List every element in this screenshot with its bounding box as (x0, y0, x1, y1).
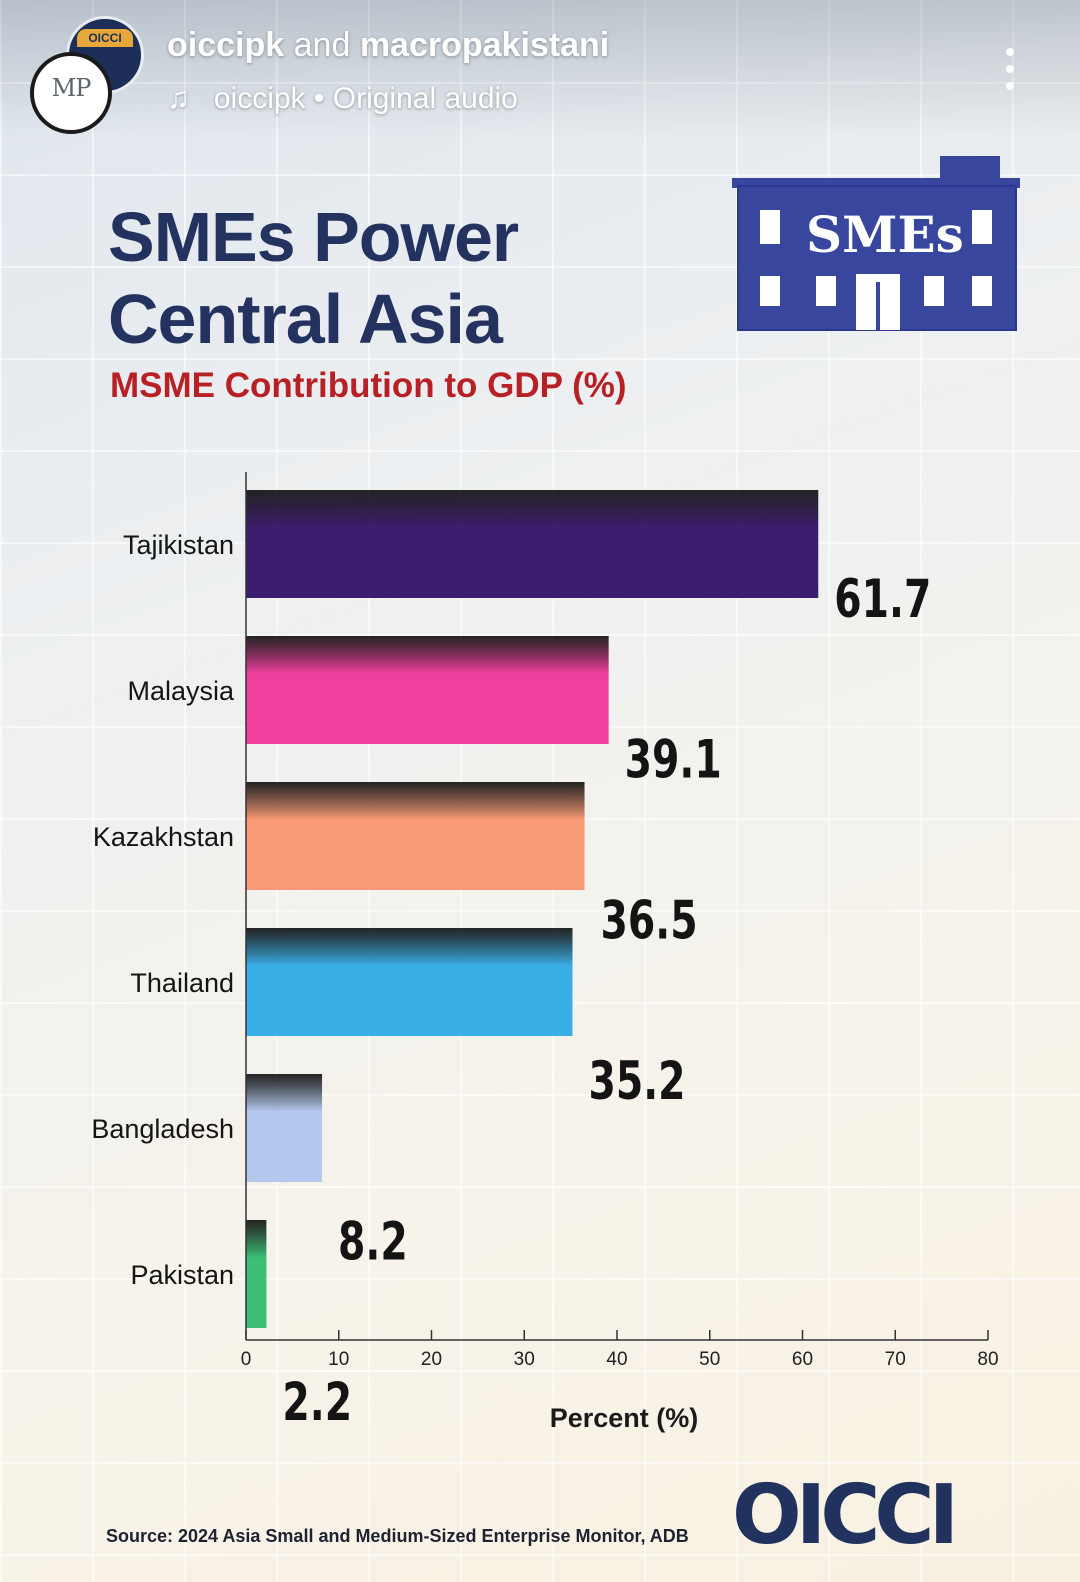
title-line-2: Central Asia (108, 280, 503, 358)
bar-bangladesh (246, 1074, 323, 1182)
category-label: Malaysia (127, 676, 235, 706)
username-joiner: and (293, 26, 351, 64)
x-axis-label: Percent (%) (550, 1403, 699, 1433)
x-tick-label: 20 (421, 1349, 442, 1370)
chart-title: MSME Contribution to GDP (%) (110, 366, 627, 405)
x-tick-label: 40 (606, 1349, 627, 1370)
x-tick-label: 10 (328, 1349, 349, 1370)
audio-user[interactable]: oiccipk (213, 82, 306, 115)
oicci-logo: OICCI (732, 1468, 959, 1563)
page-title: SMEs Power Central Asia (108, 196, 519, 360)
bar-kazakhstan (246, 782, 585, 890)
audio-separator: • (313, 82, 325, 115)
value-label: 8.2 (338, 1211, 408, 1272)
avatar-oiccipk-label: OICCI (77, 29, 133, 47)
x-tick-label: 30 (514, 1349, 535, 1370)
profile-avatars[interactable]: OICCI MP (30, 16, 150, 134)
badge-text: SMEs (806, 205, 964, 264)
x-tick-label: 60 (792, 1349, 813, 1370)
post-usernames[interactable]: oiccipk and macropakistani (167, 26, 609, 65)
title-line-1: SMEs Power (108, 198, 519, 276)
header-overlay (0, 0, 1080, 140)
source-note: Source: 2024 Asia Small and Medium-Sized… (106, 1526, 689, 1546)
more-options-icon[interactable] (998, 48, 1022, 98)
value-label: 36.5 (601, 890, 698, 951)
value-label: 2.2 (282, 1371, 352, 1432)
username-primary[interactable]: oiccipk (167, 26, 285, 64)
username-secondary[interactable]: macropakistani (359, 26, 610, 64)
avatar-macropakistani[interactable]: MP (30, 52, 112, 134)
x-tick-label: 80 (977, 1349, 998, 1370)
bar-malaysia (246, 636, 609, 744)
category-label: Bangladesh (91, 1114, 234, 1144)
bar-pakistan (246, 1220, 267, 1328)
bar-tajikistan (246, 490, 819, 598)
value-label: 61.7 (834, 568, 931, 629)
audio-label[interactable]: Original audio (332, 82, 518, 115)
bar-thailand (246, 928, 573, 1036)
sme-building-icon: SMEs (732, 156, 1020, 331)
value-label: 39.1 (625, 729, 722, 790)
value-label: 35.2 (588, 1050, 685, 1111)
avatar-macropakistani-label: MP (51, 74, 92, 102)
x-tick-label: 0 (241, 1349, 252, 1370)
x-tick-label: 50 (699, 1349, 720, 1370)
category-label: Thailand (130, 968, 234, 998)
music-note-icon: ♫ (167, 82, 190, 115)
audio-attribution[interactable]: ♫ oiccipk • Original audio (167, 82, 518, 116)
category-label: Pakistan (130, 1260, 234, 1290)
category-label: Tajikistan (123, 530, 234, 560)
category-label: Kazakhstan (93, 822, 234, 852)
x-tick-label: 70 (885, 1349, 906, 1370)
